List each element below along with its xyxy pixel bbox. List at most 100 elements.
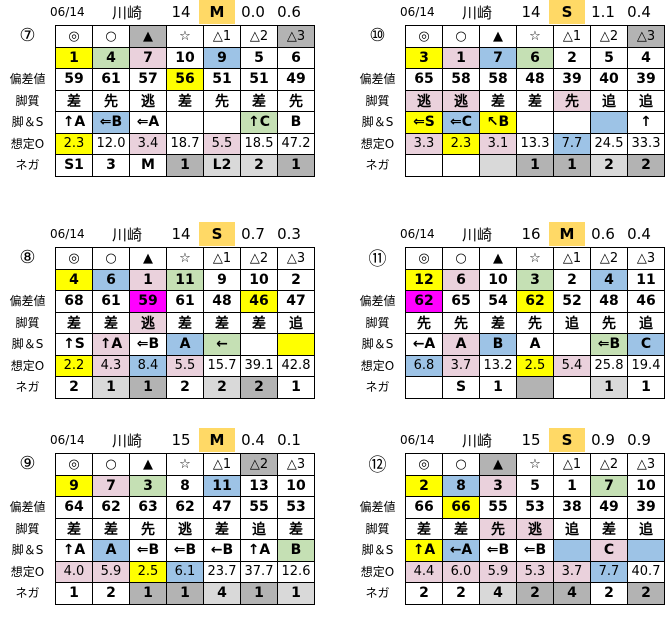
table-cell: △2 [240,25,278,48]
table-cell: 1 [553,474,591,497]
table-cell: ← [203,333,241,356]
style-speed-row: ↑A A ⇐B ⇐B ←B ↑A B [55,539,315,562]
table-cell: 4 [55,268,93,291]
table-cell: 3 [129,474,167,497]
table-cell: C [590,539,628,562]
style-speed-row: ↑A ←A ⇐B ⇐B C [405,539,665,562]
venue: 川崎 [461,3,492,22]
table-cell: 58 [442,68,480,91]
index-value-1: 0.7 [241,225,265,243]
deviation-row: 65 58 58 48 39 40 39 [405,68,665,91]
table-cell: 6.1 [166,560,204,583]
table-cell: 33.3 [627,132,665,155]
venue: 川崎 [111,3,142,22]
table-cell: 12.0 [92,132,130,155]
table-cell: 2 [405,474,443,497]
table-cell: 1 [55,582,93,605]
row-label: 偏差値 [359,72,396,87]
table-cell: 1 [240,582,278,605]
row-label: 脚質 [15,315,40,330]
table-cell: 6 [442,268,480,291]
table-cell: △1 [203,247,241,270]
row-labels: ⑦ 偏差値 脚質 脚＆S 想定O ネガ [0,25,55,176]
deviation-row: 66 66 55 53 38 49 39 [405,496,665,519]
table-cell: 55 [240,496,278,519]
race-panel: 06/14 川崎 16 M 0.6 0.4 ⑪ 偏差値 脚質 脚＆S 想定O ネガ ◎ ○… [350,222,665,422]
table-cell: ⇐C [442,111,480,134]
table-cell: 2 [203,376,241,399]
table-cell: ←A [405,333,443,356]
table-cell: 2 [553,268,591,291]
table-cell: A [166,333,204,356]
row-label: 脚＆S [11,115,44,130]
row-label: 想定O [10,358,45,373]
table-cell: 42.8 [277,354,315,377]
table-cell: 9 [55,474,93,497]
table-cell: ⇐B [129,333,167,356]
index-value-2: 0.3 [277,225,301,243]
table-cell: 25.8 [590,354,628,377]
table-cell: ◎ [405,247,443,270]
row-label [350,47,405,69]
table-cell: 53 [516,496,554,519]
table-cell: 10 [627,474,665,497]
table-cell: 差 [92,311,130,334]
prediction-table: ◎ ○ ▲ ☆ △1 △2 △3 9 7 3 8 11 13 10 64 62 63 62 47 55 53 差差先逃差追… [55,453,315,605]
table-cell: 2 [166,376,204,399]
row-label: 想定O [10,136,45,151]
negative-row: S1 3 M 1 L2 2 1 [55,154,315,177]
style-speed-row: ←A A B A ⇐B C [405,333,665,356]
table-cell: 40.7 [627,560,665,583]
table-cell: 差 [55,311,93,334]
table-cell [240,333,278,356]
table-cell: 65 [442,290,480,313]
running-style-row: 差先逃差先差先 [55,89,315,112]
row-labels: ⑩ 偏差値 脚質 脚＆S 想定O ネガ [350,25,405,176]
row-label: 脚質 [365,521,390,536]
table-cell: △1 [553,247,591,270]
index-value-1: 0.9 [591,431,615,449]
table-cell: 差 [479,311,517,334]
row-label [350,269,405,291]
table-cell: 差 [55,517,93,540]
row-label [0,475,55,497]
table-cell: 先 [479,517,517,540]
table-cell: 52 [553,290,591,313]
table-cell [166,111,204,134]
table-cell: 49 [590,496,628,519]
horse-number-row: 12 6 10 3 2 4 11 [405,268,665,291]
table-cell: 2 [55,376,93,399]
venue: 川崎 [461,431,492,450]
prediction-table: ◎ ○ ▲ ☆ △1 △2 △3 3 1 7 6 2 5 4 65 58 58 48 39 40 39 逃逃差差先追追 ⇐S… [405,25,665,177]
row-labels: ⑪ 偏差値 脚質 脚＆S 想定O ネガ [350,247,405,398]
table-cell: 追 [627,517,665,540]
race-panel: 06/14 川崎 14 S 0.7 0.3 ⑧ 偏差値 脚質 脚＆S 想定O ネガ ◎ ○… [0,222,315,422]
table-cell: 48 [203,290,241,313]
table-cell: 59 [129,290,167,313]
table-cell: 39 [627,496,665,519]
table-cell: ←B [203,539,241,562]
table-cell: 7.7 [590,560,628,583]
runner-count: 14 [521,3,541,21]
table-cell: ○ [442,247,480,270]
table-cell: ◎ [405,25,443,48]
table-cell: 61 [92,68,130,91]
table-cell: 66 [405,496,443,519]
table-cell: 64 [55,496,93,519]
table-cell: 7 [590,474,628,497]
table-cell: 62 [166,496,204,519]
table-cell: 59 [55,68,93,91]
runner-count: 15 [521,431,541,449]
table-cell: 18.7 [166,132,204,155]
table-cell: 18.5 [240,132,278,155]
table-cell: 2 [442,582,480,605]
table-cell: ☆ [166,25,204,48]
row-label: 想定O [360,564,395,579]
race-header: 06/14 川崎 15 S 0.9 0.9 [400,428,657,452]
table-cell: 5 [240,46,278,69]
table-cell: 2.3 [55,132,93,155]
race-number: ⑫ [368,454,387,476]
